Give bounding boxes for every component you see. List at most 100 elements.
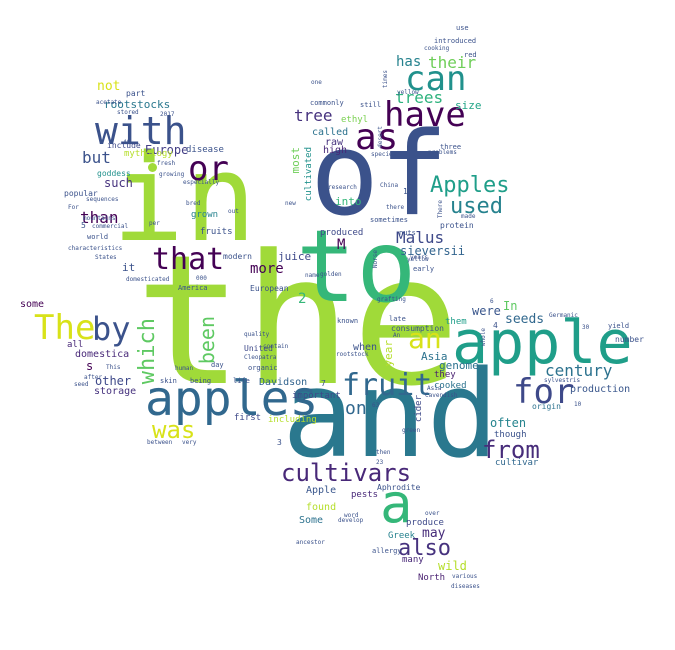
word: Cleopatra bbox=[244, 354, 277, 361]
word: between bbox=[147, 439, 173, 446]
word: popular bbox=[64, 189, 98, 198]
word: 23 bbox=[376, 459, 384, 466]
word: also bbox=[398, 536, 451, 561]
word: size bbox=[455, 99, 482, 112]
word: domesticated bbox=[126, 276, 170, 283]
word: This bbox=[106, 364, 121, 371]
word: cultivated bbox=[304, 147, 314, 202]
word: red bbox=[464, 51, 477, 59]
word: early bbox=[413, 265, 435, 273]
word: apples bbox=[145, 371, 319, 427]
word: but bbox=[82, 148, 111, 167]
word: ancestor bbox=[296, 539, 325, 546]
word: Cavendish bbox=[425, 392, 458, 399]
word: use bbox=[456, 24, 469, 32]
word: such bbox=[104, 176, 133, 190]
word: commercial bbox=[92, 223, 129, 230]
word: new bbox=[285, 200, 296, 207]
word: yellow bbox=[407, 256, 429, 263]
word: goddess bbox=[97, 169, 131, 178]
word: 2017 bbox=[160, 111, 175, 118]
word: most bbox=[289, 147, 302, 174]
word: on bbox=[345, 398, 367, 419]
word: them bbox=[445, 317, 467, 327]
word: European bbox=[250, 284, 289, 293]
word: pests bbox=[351, 490, 379, 500]
word: 10 bbox=[574, 401, 582, 408]
word: United bbox=[244, 344, 273, 353]
word: fruits bbox=[200, 227, 233, 237]
word: been bbox=[195, 316, 219, 365]
word: commonly bbox=[310, 99, 344, 107]
word: 40 bbox=[123, 139, 131, 146]
word: can bbox=[405, 59, 467, 99]
word: may bbox=[422, 526, 446, 541]
word: being bbox=[190, 377, 212, 385]
word: their bbox=[428, 53, 477, 72]
word: especially bbox=[183, 179, 220, 186]
word: There bbox=[437, 200, 444, 219]
word: mountains bbox=[83, 215, 116, 222]
word: consumption bbox=[391, 324, 444, 333]
word: juice bbox=[278, 250, 312, 263]
word: Apples bbox=[430, 173, 510, 198]
word: an bbox=[408, 322, 442, 355]
word: golden bbox=[320, 271, 342, 278]
word: 1 bbox=[403, 187, 408, 196]
word: Aphrodite bbox=[377, 483, 421, 492]
word: s bbox=[86, 359, 94, 373]
word: Asia bbox=[421, 350, 448, 363]
word: nuts bbox=[399, 229, 416, 237]
word: high bbox=[323, 145, 348, 156]
word: seeds bbox=[505, 312, 545, 327]
word: research bbox=[328, 184, 357, 191]
word: Europe bbox=[145, 143, 189, 157]
word: when bbox=[353, 342, 378, 353]
word: contain bbox=[263, 343, 289, 350]
word: Malus bbox=[396, 228, 445, 247]
word: problems bbox=[428, 149, 457, 156]
word: first bbox=[234, 413, 262, 423]
word: many bbox=[402, 555, 424, 565]
word: human bbox=[175, 365, 194, 372]
word: yellow bbox=[397, 89, 419, 96]
word: out bbox=[228, 208, 239, 215]
word: bred bbox=[186, 200, 201, 207]
word: wild bbox=[438, 559, 467, 573]
word: other bbox=[95, 374, 132, 388]
word: production bbox=[570, 384, 631, 395]
word: introduced bbox=[434, 37, 477, 45]
word: characteristics bbox=[68, 245, 123, 252]
word: trees bbox=[395, 88, 444, 107]
word: raw bbox=[325, 137, 344, 148]
word: all bbox=[67, 340, 84, 350]
word: found bbox=[306, 502, 337, 513]
word: An bbox=[393, 332, 401, 339]
word: protein bbox=[440, 221, 474, 230]
word: after bbox=[84, 374, 103, 381]
word: genome bbox=[439, 359, 479, 372]
word: yield bbox=[608, 322, 630, 330]
word: very bbox=[182, 439, 197, 446]
word: then bbox=[376, 449, 391, 456]
word: day bbox=[211, 361, 224, 369]
word: important bbox=[292, 391, 341, 401]
word: cooked bbox=[434, 381, 467, 391]
word: though bbox=[494, 430, 527, 440]
word: part bbox=[126, 89, 146, 98]
word: number bbox=[615, 335, 644, 344]
word: a bbox=[380, 472, 413, 535]
word: they bbox=[434, 370, 456, 380]
word: Germanic bbox=[549, 312, 578, 319]
word: one bbox=[311, 79, 322, 86]
word: Greek bbox=[388, 531, 416, 541]
word: seed bbox=[74, 381, 89, 388]
word: 4 bbox=[493, 321, 498, 330]
word: The bbox=[34, 308, 96, 348]
word: sequences bbox=[86, 196, 119, 203]
word: produce bbox=[406, 518, 444, 528]
word: name bbox=[305, 272, 320, 279]
word: develop bbox=[338, 517, 364, 524]
word: than bbox=[80, 208, 119, 227]
